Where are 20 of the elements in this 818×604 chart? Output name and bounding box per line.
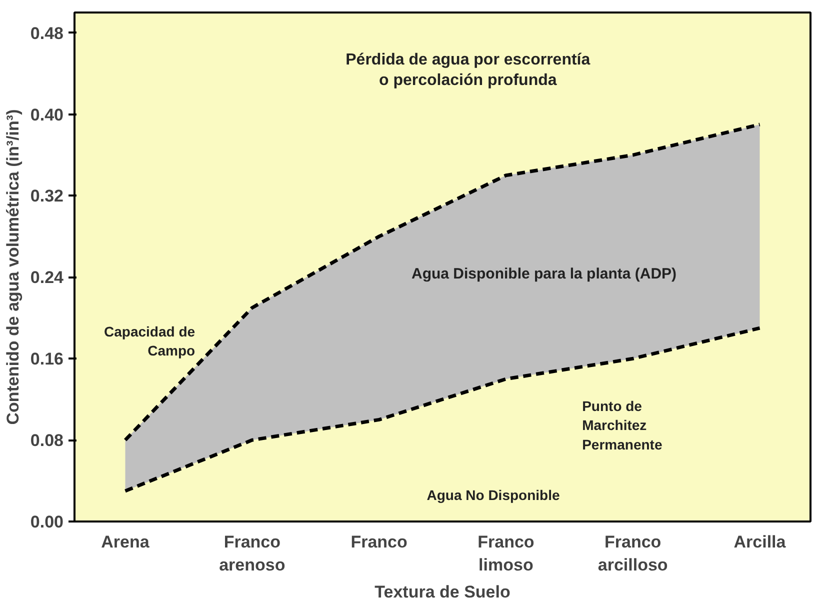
- y-axis-title: Contenido de agua volumétrica (in³/in³): [3, 109, 22, 425]
- x-tick-label: Arena: [101, 532, 150, 552]
- x-tick-label: Franco limoso: [478, 532, 534, 574]
- y-tick-label: 0.24: [30, 268, 64, 288]
- y-tick-label: 0.48: [30, 24, 64, 43]
- y-tick-label: 0.16: [30, 350, 64, 369]
- y-tick-label: 0.08: [30, 431, 64, 450]
- annotation: Agua No Disponible: [426, 487, 560, 504]
- y-tick-label: 0.32: [30, 186, 64, 206]
- series-label: Capacidad de Campo: [104, 323, 196, 359]
- annotation: Agua Disponible para la planta (ADP): [412, 265, 677, 282]
- y-tick-label: 0.40: [30, 105, 64, 124]
- annotation: Pérdida de agua por escorrentía o percolación profunda: [346, 51, 590, 89]
- x-axis-title: Textura de Suelo: [374, 582, 510, 602]
- text: Punto de Marchitez Permanente: [582, 398, 662, 452]
- x-tick-label: Arcilla: [734, 532, 786, 552]
- x-tick-label: Franco arcilloso: [598, 532, 668, 574]
- x-tick-label: Franco: [350, 532, 408, 552]
- x-tick-label: Franco arenoso: [219, 532, 286, 574]
- y-tick-label: 0.00: [30, 512, 64, 532]
